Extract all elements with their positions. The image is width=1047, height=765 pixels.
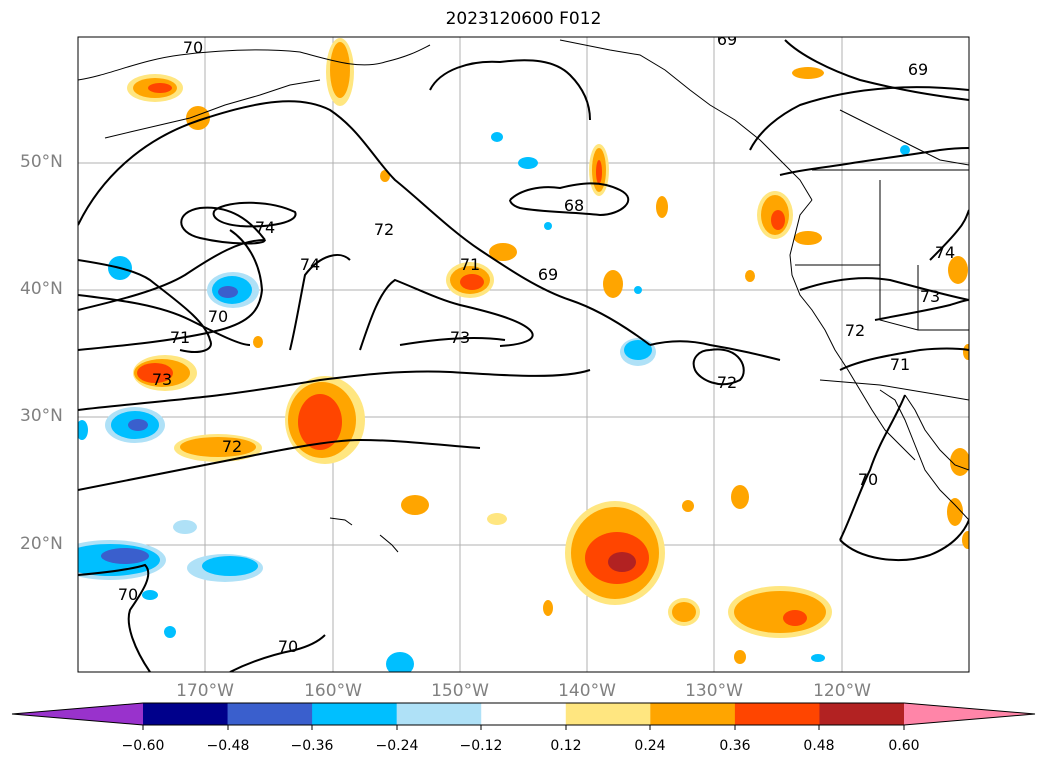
colorbar-tick-label: 0.36: [719, 738, 751, 754]
coastlines: [78, 39, 969, 553]
map-frame: [77, 36, 970, 673]
contour-label: 71: [890, 355, 910, 374]
contour-label: 69: [717, 30, 737, 49]
colorbar-cell: [312, 703, 398, 725]
colorbar-cell: [565, 703, 651, 725]
contour-label: 72: [222, 437, 242, 456]
colorbar-extend-high: [904, 703, 1035, 725]
contour-label: 74: [300, 255, 320, 274]
lat-label: 30°N: [20, 406, 63, 426]
colorbar-cells: [143, 703, 905, 725]
contour-label: 74: [255, 218, 275, 237]
colorbar-cell: [143, 703, 229, 725]
lon-label: 140°W: [558, 681, 616, 701]
contour-label: 70: [183, 38, 203, 57]
colorbar-cell: [481, 703, 567, 725]
lon-label: 170°W: [176, 681, 234, 701]
contour-label: 74: [935, 243, 955, 262]
colorbar-ticks: [142, 725, 905, 730]
lat-label: 40°N: [20, 279, 63, 299]
colorbar-tick-label: −0.48: [206, 738, 250, 754]
colorbar-tick-label: −0.60: [121, 738, 165, 754]
contour-labels: 70 69 69 74 74 72 68 71 69 73 70 71 73 7…: [118, 30, 955, 656]
contour-label: 71: [170, 328, 190, 347]
colorbar-tick-label: 0.12: [550, 738, 582, 754]
contour-label: 73: [920, 287, 940, 306]
positive-anomaly: [127, 38, 969, 664]
contour-label: 70: [118, 585, 138, 604]
lon-label: 160°W: [304, 681, 362, 701]
contour-label: 72: [374, 220, 394, 239]
colorbar-tick-label: −0.24: [375, 738, 419, 754]
contour-label: 72: [845, 321, 865, 340]
contour-label: 70: [208, 307, 228, 326]
contour-label: 73: [152, 370, 172, 389]
colorbar-cell: [396, 703, 482, 725]
map-title: 2023120600 F012: [445, 9, 602, 29]
colorbar-cell: [650, 703, 736, 725]
lon-label: 120°W: [813, 681, 871, 701]
colorbar-tick-label: 0.24: [634, 738, 666, 754]
negative-anomaly: [78, 132, 910, 672]
colorbar-tick-label: 0.60: [888, 738, 920, 754]
contour-label: 70: [278, 637, 298, 656]
contour-label: 69: [908, 60, 928, 79]
lon-label: 150°W: [431, 681, 489, 701]
colorbar-tick-label: −0.12: [459, 738, 503, 754]
colorbar-tick-label: −0.36: [290, 738, 334, 754]
contour-label: 72: [717, 373, 737, 392]
colorbar-tick-label: 0.48: [803, 738, 835, 754]
contour-label: 71: [460, 255, 480, 274]
contour-label: 70: [858, 470, 878, 489]
contour-label: 69: [538, 265, 558, 284]
shaded-field: [78, 38, 969, 672]
colorbar: [11, 702, 1036, 730]
colorbar-extend-low: [12, 703, 143, 725]
lon-label: 130°W: [685, 681, 743, 701]
lat-label: 50°N: [20, 152, 63, 172]
lat-label: 20°N: [20, 534, 63, 554]
contour-label: 68: [564, 196, 584, 215]
height-contours: [78, 39, 969, 672]
colorbar-cell: [227, 703, 313, 725]
colorbar-cell: [819, 703, 905, 725]
contour-label: 73: [450, 328, 470, 347]
colorbar-cell: [734, 703, 820, 725]
